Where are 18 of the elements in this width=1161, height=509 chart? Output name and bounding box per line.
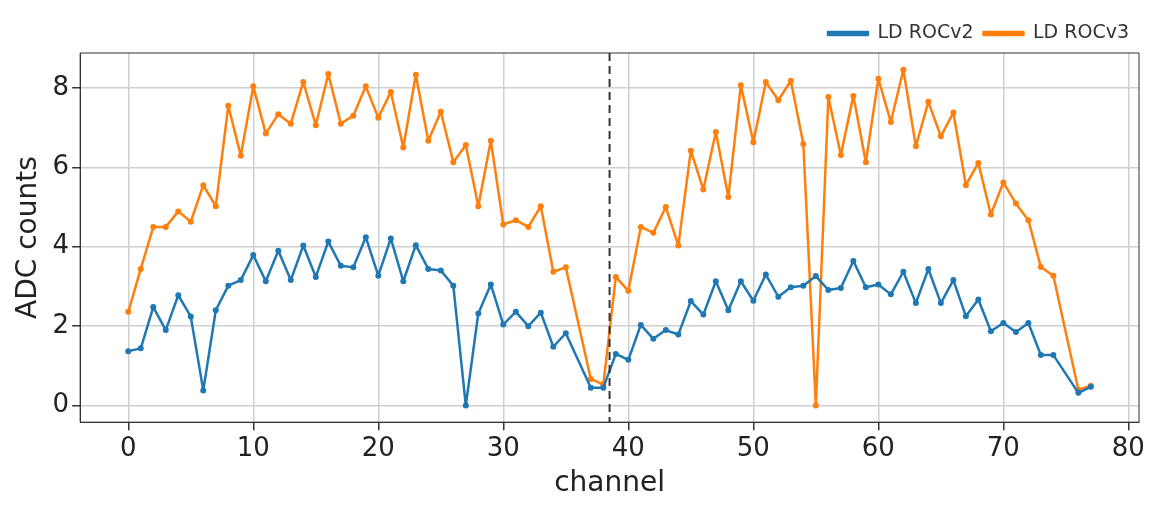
legend-label: LD ROCv2 [877,20,974,43]
x-tick-label: 20 [361,431,395,462]
y-tick-label: 4 [52,229,70,260]
y-tick-label: 6 [52,150,70,181]
x-tick-label: 30 [486,431,520,462]
x-tick-label: 40 [611,431,645,462]
y-tick-label: 0 [52,388,70,419]
x-axis-title: channel [554,465,665,499]
x-tick-label: 10 [236,431,270,462]
x-tick-label: 0 [120,431,137,462]
y-tick-label: 8 [52,70,70,101]
x-tick-label: 80 [1111,431,1145,462]
x-tick-label: 70 [986,431,1020,462]
x-tick-label: 60 [861,431,895,462]
legend-label: LD ROCv3 [1032,20,1129,43]
y-axis-title: ADC counts [10,156,44,319]
y-tick-label: 2 [52,308,70,339]
x-tick-label: 50 [736,431,770,462]
